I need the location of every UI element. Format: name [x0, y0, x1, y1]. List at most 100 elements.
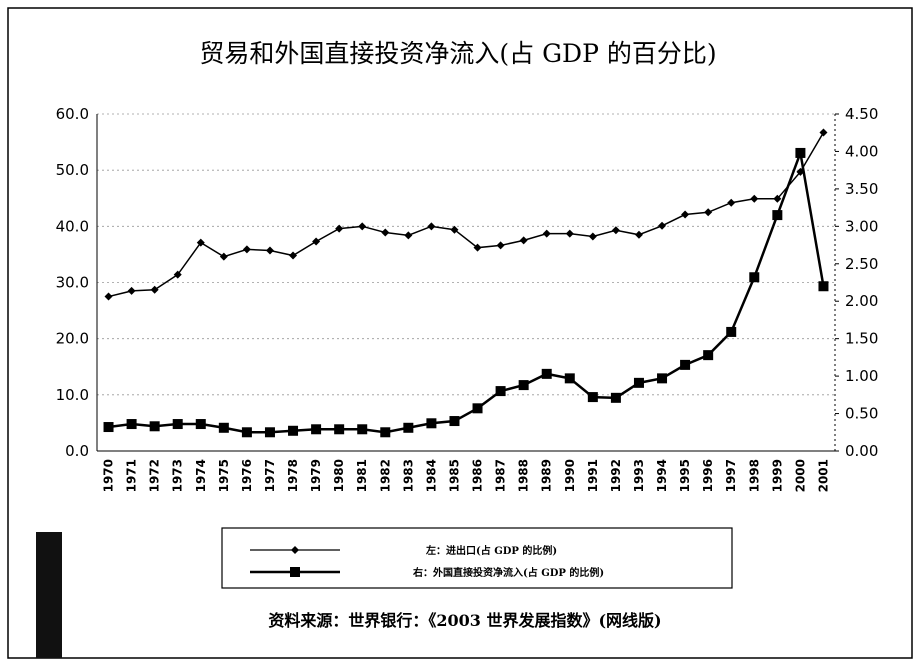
- marker: [495, 386, 506, 397]
- marker: [103, 422, 114, 433]
- marker: [749, 272, 760, 283]
- marker: [587, 392, 598, 403]
- y-tick-label: 50.0: [56, 161, 89, 179]
- x-tick-label: 1995: [678, 459, 692, 492]
- marker: [564, 373, 575, 384]
- y2-tick-label: 1.50: [845, 330, 878, 348]
- marker: [380, 427, 391, 438]
- marker: [450, 225, 459, 234]
- marker: [427, 222, 436, 231]
- marker: [334, 424, 345, 435]
- marker: [681, 210, 690, 219]
- marker: [634, 230, 643, 239]
- series-line: [108, 132, 825, 298]
- black-bar: [36, 532, 62, 658]
- marker: [472, 403, 483, 414]
- legend-box: [221, 527, 733, 589]
- marker: [404, 231, 413, 240]
- x-tick-label: 1987: [494, 459, 508, 492]
- x-tick-label: 1999: [770, 459, 784, 492]
- x-tick-label: 1974: [194, 459, 208, 492]
- y2-tick-label: 0.50: [845, 405, 878, 423]
- marker: [218, 422, 229, 433]
- marker: [773, 194, 782, 203]
- x-tick-label: 1982: [378, 459, 392, 492]
- y-tick-label: 20.0: [56, 330, 89, 348]
- x-tick-label: 1980: [332, 459, 346, 492]
- marker: [312, 237, 321, 246]
- x-tick-label: 1998: [747, 459, 761, 492]
- marker: [726, 326, 737, 337]
- x-tick-label: 2001: [816, 459, 830, 492]
- marker: [818, 281, 829, 292]
- x-tick-label: 1970: [102, 459, 116, 492]
- marker: [150, 285, 159, 294]
- marker: [658, 221, 667, 230]
- marker: [403, 422, 414, 433]
- x-tick-label: 1996: [701, 459, 715, 492]
- x-tick-label: 1991: [586, 459, 600, 492]
- marker: [291, 546, 299, 554]
- marker: [657, 373, 668, 384]
- marker: [611, 226, 620, 235]
- marker: [195, 419, 206, 430]
- marker: [219, 252, 228, 261]
- marker: [242, 245, 251, 254]
- x-tick-label: 1985: [447, 459, 461, 492]
- frame: [7, 7, 913, 659]
- marker: [541, 368, 552, 379]
- marker: [172, 419, 183, 430]
- x-tick-label: 2000: [793, 459, 807, 492]
- marker: [772, 210, 783, 221]
- x-tick-label: 1975: [217, 459, 231, 492]
- marker: [633, 377, 644, 388]
- legend-label: 左：进出口(占 GDP 的比例): [425, 544, 557, 557]
- x-tick-label: 1979: [309, 459, 323, 492]
- chart-title: 贸易和外国直接投资净流入(占 GDP 的百分比): [199, 39, 716, 68]
- x-tick-label: 1976: [240, 459, 254, 492]
- y2-tick-label: 0.00: [845, 442, 878, 460]
- y-tick-label: 10.0: [56, 386, 89, 404]
- x-tick-label: 1984: [424, 459, 438, 492]
- marker: [357, 424, 368, 435]
- marker: [449, 416, 460, 427]
- marker: [241, 427, 252, 438]
- marker: [565, 229, 574, 238]
- x-tick-label: 1973: [171, 459, 185, 492]
- x-tick-label: 1997: [724, 459, 738, 492]
- x-tick-label: 1983: [401, 459, 415, 492]
- marker: [126, 419, 137, 430]
- marker: [311, 424, 322, 435]
- y2-tick-label: 4.50: [845, 105, 878, 123]
- x-tick-label: 1978: [286, 459, 300, 492]
- marker: [750, 194, 759, 203]
- marker: [704, 208, 713, 217]
- marker: [288, 425, 299, 436]
- x-tick-label: 1981: [355, 459, 369, 492]
- x-tick-label: 1986: [471, 459, 485, 492]
- marker: [335, 224, 344, 233]
- marker: [473, 243, 482, 252]
- source: 资料来源：世界银行：《2003 世界发展指数》(网线版): [268, 611, 661, 630]
- x-tick-label: 1988: [517, 459, 531, 492]
- marker: [149, 421, 160, 432]
- marker: [588, 232, 597, 241]
- marker: [127, 286, 136, 295]
- x-tick-label: 1972: [148, 459, 162, 492]
- y-tick-label: 60.0: [56, 105, 89, 123]
- y2-tick-label: 1.00: [845, 367, 878, 385]
- marker: [727, 198, 736, 207]
- x-tick-label: 1989: [540, 459, 554, 492]
- marker: [173, 270, 182, 279]
- y-tick-label: 30.0: [56, 274, 89, 292]
- marker: [703, 350, 714, 361]
- marker: [289, 251, 298, 260]
- marker: [290, 567, 300, 577]
- y2-tick-label: 2.00: [845, 292, 878, 310]
- x-tick-label: 1993: [632, 459, 646, 492]
- x-tick-label: 1977: [263, 459, 277, 492]
- y2-tick-label: 2.50: [845, 255, 878, 273]
- marker: [680, 359, 691, 370]
- marker: [795, 147, 806, 158]
